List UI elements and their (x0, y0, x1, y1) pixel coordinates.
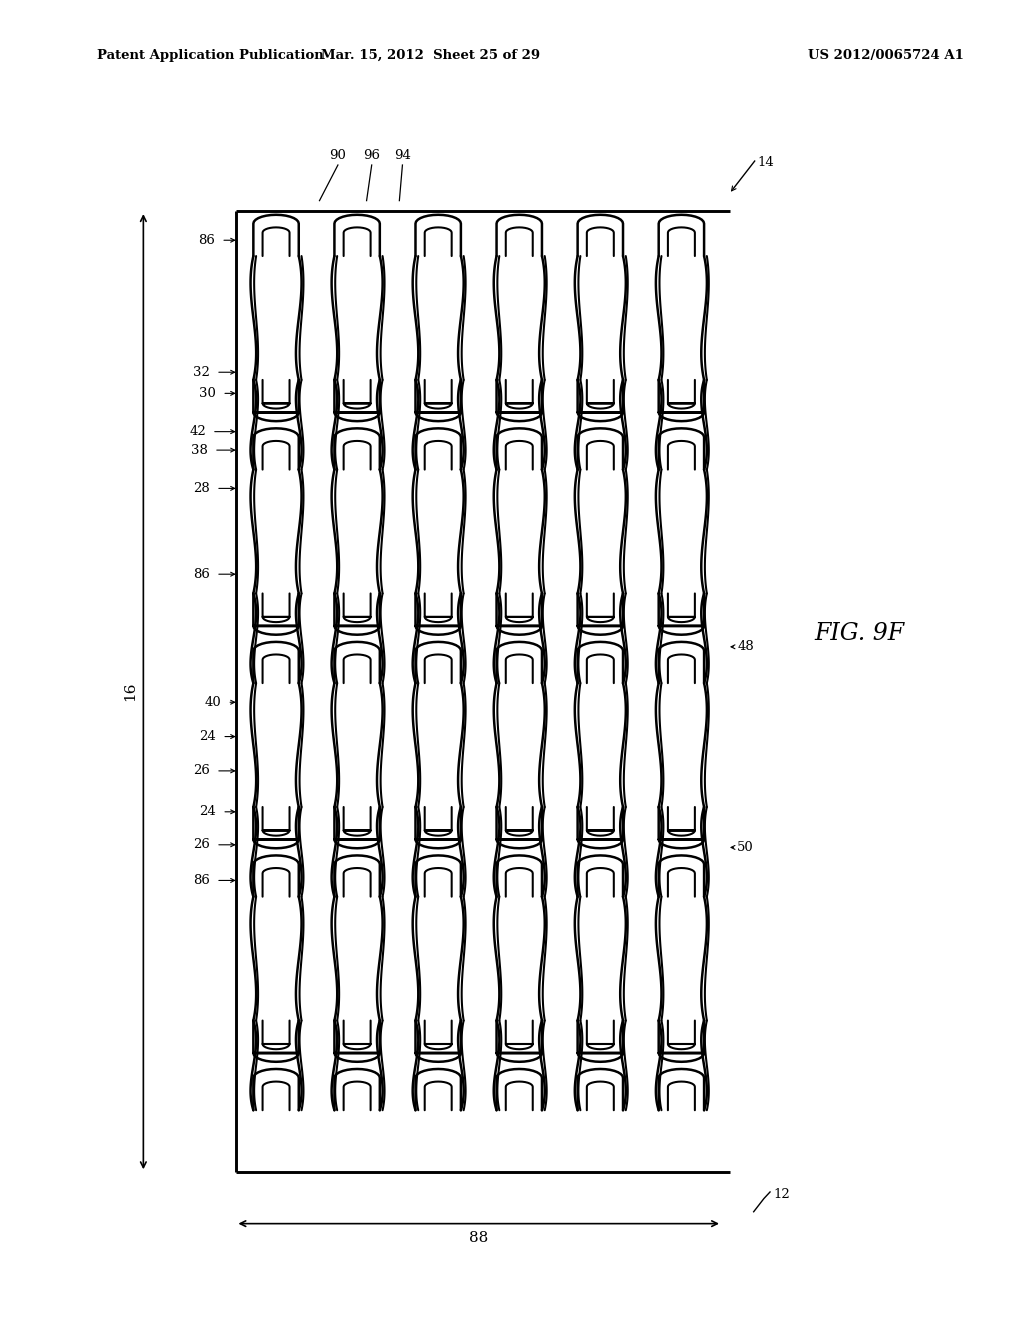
Text: 12: 12 (773, 1188, 790, 1201)
Text: 26: 26 (194, 838, 210, 851)
Text: 24: 24 (200, 805, 216, 818)
Text: 14: 14 (758, 156, 774, 169)
Text: Patent Application Publication: Patent Application Publication (97, 49, 324, 62)
Text: 86: 86 (194, 568, 210, 581)
Text: 88: 88 (469, 1232, 488, 1245)
Text: 48: 48 (737, 640, 754, 653)
Text: 94: 94 (394, 149, 411, 162)
Text: US 2012/0065724 A1: US 2012/0065724 A1 (808, 49, 964, 62)
Text: Mar. 15, 2012  Sheet 25 of 29: Mar. 15, 2012 Sheet 25 of 29 (321, 49, 540, 62)
Text: 86: 86 (199, 234, 215, 247)
Text: 42: 42 (189, 425, 206, 438)
Text: 50: 50 (737, 841, 754, 854)
Text: 24: 24 (200, 730, 216, 743)
Text: 16: 16 (123, 682, 137, 701)
Text: FIG. 9F: FIG. 9F (814, 622, 904, 645)
Text: 90: 90 (330, 149, 346, 162)
Text: 26: 26 (194, 764, 210, 777)
Text: 38: 38 (191, 444, 208, 457)
Text: 40: 40 (205, 696, 221, 709)
Text: 32: 32 (194, 366, 210, 379)
Text: 86: 86 (194, 874, 210, 887)
Text: 28: 28 (194, 482, 210, 495)
Text: 30: 30 (200, 387, 216, 400)
Text: 96: 96 (364, 149, 380, 162)
